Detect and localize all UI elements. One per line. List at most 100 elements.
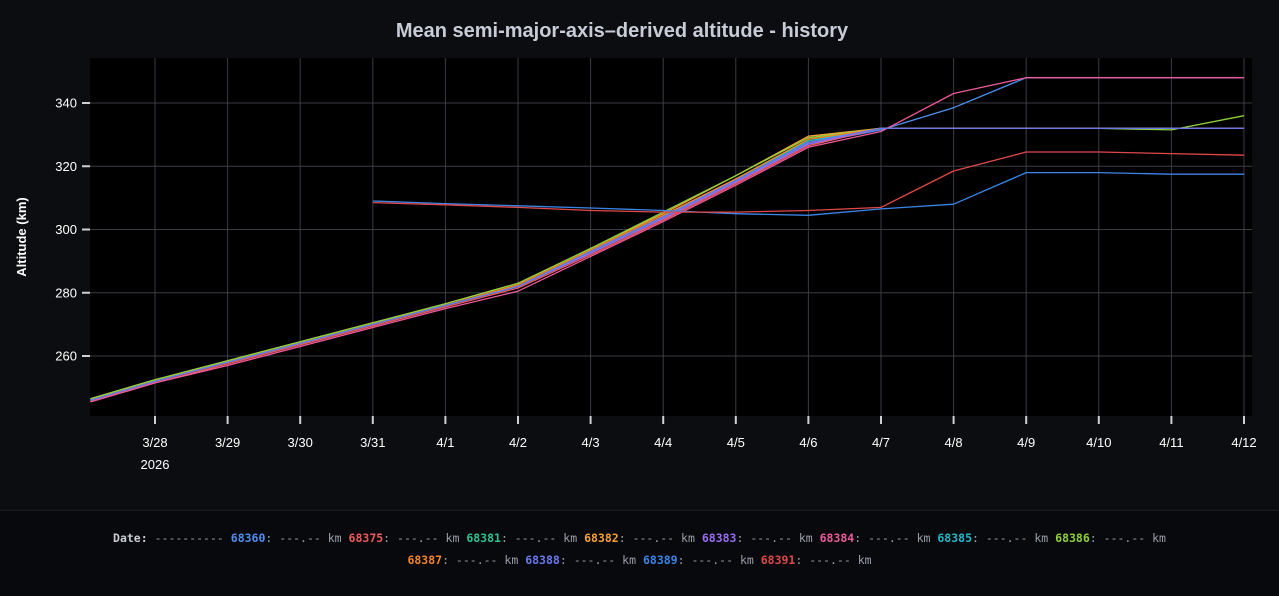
y-tick-label: 260 (55, 349, 77, 364)
legend-separator: : (265, 531, 280, 545)
legend-series-68389: 68389 (642, 553, 678, 567)
legend-separator: : (795, 553, 810, 567)
legend-series-68385: 68385 (937, 531, 972, 545)
legend-spacer (851, 553, 858, 567)
legend-unit-68360: km (327, 531, 342, 545)
series-line-68384 (90, 77, 1244, 403)
legend-unit-68389: km (739, 553, 754, 567)
legend-spacer (342, 531, 349, 545)
x-tick-label: 4/8 (945, 435, 963, 450)
x-axis-year-label: 2026 (141, 457, 170, 472)
legend-date-label: Date: (113, 531, 148, 545)
legend-spacer (695, 531, 702, 545)
legend-separator: : (1089, 531, 1104, 545)
chart-title: Mean semi-major-axis–derived altitude - … (396, 20, 849, 42)
legend-series-68381: 68381 (466, 531, 501, 545)
legend-spacer (792, 531, 799, 545)
legend-row-1: Date: ---------- 68360: ---.-- km 68375:… (0, 531, 1279, 545)
series-line-68391 (372, 151, 1245, 213)
legend-unit-68391: km (857, 553, 872, 567)
x-tick-label: 4/1 (436, 435, 454, 450)
legend-spacer (733, 553, 740, 567)
legend-unit-68383: km (798, 531, 813, 545)
x-tick-label: 4/12 (1231, 435, 1256, 450)
legend-value-68385: ---.-- (985, 531, 1028, 545)
legend-unit-68382: km (681, 531, 695, 545)
legend-series-68384: 68384 (819, 531, 855, 545)
legend-value-68382: ---.-- (632, 531, 675, 545)
grid-lines (90, 58, 1252, 416)
x-tick-label: 3/29 (215, 435, 240, 450)
legend-separator: : (854, 531, 869, 545)
legend-value-68391: ---.-- (809, 553, 851, 567)
legend-separator: : (500, 531, 515, 545)
legend-separator: : (736, 531, 751, 545)
legend-unit-68375: km (445, 531, 460, 545)
legend-spacer (910, 531, 917, 545)
legend-spacer (321, 531, 328, 545)
legend-spacer (224, 531, 231, 545)
legend-separator: : (677, 553, 692, 567)
legend-unit-68388: km (622, 553, 637, 567)
legend-separator: : (383, 531, 398, 545)
x-tick-label: 3/31 (360, 435, 385, 450)
x-tick-label: 4/6 (799, 435, 817, 450)
legend-spacer (148, 531, 155, 545)
legend-series-68386: 68386 (1055, 531, 1090, 545)
legend-spacer (813, 531, 820, 545)
legend-value-68389: ---.-- (691, 553, 733, 567)
legend-unit-68387: km (504, 553, 519, 567)
legend-row-2: 68387: ---.-- km 68388: ---.-- km 68389:… (0, 553, 1279, 567)
legend-spacer (754, 553, 761, 567)
legend-series-68360: 68360 (230, 531, 266, 545)
legend-value-68383: ---.-- (750, 531, 792, 545)
legend-value-68375: ---.-- (397, 531, 439, 545)
legend-value-68388: ---.-- (573, 553, 616, 567)
legend-value-68360: ---.-- (279, 531, 321, 545)
legend-series-68387: 68387 (407, 553, 443, 567)
series-line-68389 (372, 171, 1244, 216)
x-tick-label: 3/30 (288, 435, 313, 450)
legend-spacer (674, 531, 681, 545)
legend-separator: : (442, 553, 456, 567)
x-tick-label: 4/3 (582, 435, 600, 450)
legend-value-68386: ---.-- (1103, 531, 1146, 545)
legend-series-68375: 68375 (348, 531, 384, 545)
legend-series-68388: 68388 (525, 553, 560, 567)
x-tick-label: 4/7 (872, 435, 890, 450)
legend-separator: : (559, 553, 574, 567)
legend-unit-68385: km (1034, 531, 1049, 545)
x-tick-label: 3/28 (142, 435, 167, 450)
legend-spacer (636, 553, 643, 567)
legend-separator: : (618, 531, 633, 545)
series-lines (90, 77, 1245, 403)
crosshair-legend: Date: ---------- 68360: ---.-- km 68375:… (0, 510, 1279, 596)
x-tick-label: 4/5 (727, 435, 745, 450)
y-tick-label: 300 (55, 222, 77, 237)
legend-separator: : (972, 531, 986, 545)
legend-spacer (439, 531, 446, 545)
x-tick-label: 4/2 (509, 435, 527, 450)
y-tick-label: 340 (55, 96, 77, 111)
plot-area[interactable] (90, 58, 1252, 416)
legend-unit-68384: km (916, 531, 931, 545)
y-tick-label: 280 (55, 285, 77, 300)
x-tick-label: 4/4 (654, 435, 672, 450)
legend-value-68384: ---.-- (868, 531, 910, 545)
y-axis: 260 280 300 320 340 (55, 96, 90, 364)
y-tick-label: 320 (55, 159, 77, 174)
y-axis-label: Altitude (km) (14, 197, 29, 276)
legend-unit-68381: km (563, 531, 578, 545)
x-tick-label: 4/11 (1159, 435, 1183, 450)
legend-series-68382: 68382 (584, 531, 619, 545)
x-axis: 3/28 3/29 3/30 3/31 4/1 4/2 4/3 4/4 4/5 4/6 4/7 4/8… (142, 416, 1257, 450)
series-line-68388 (90, 127, 1244, 401)
x-tick-label: 4/9 (1017, 435, 1035, 450)
legend-value-68381: ---.-- (514, 531, 557, 545)
x-tick-label: 4/10 (1086, 435, 1111, 450)
altitude-history-chart: Mean semi-major-axis–derived altitude - … (14, 20, 1257, 472)
legend-unit-68386: km (1152, 531, 1166, 545)
legend-series-68383: 68383 (701, 531, 737, 545)
legend-date-value: ---------- (154, 531, 224, 545)
